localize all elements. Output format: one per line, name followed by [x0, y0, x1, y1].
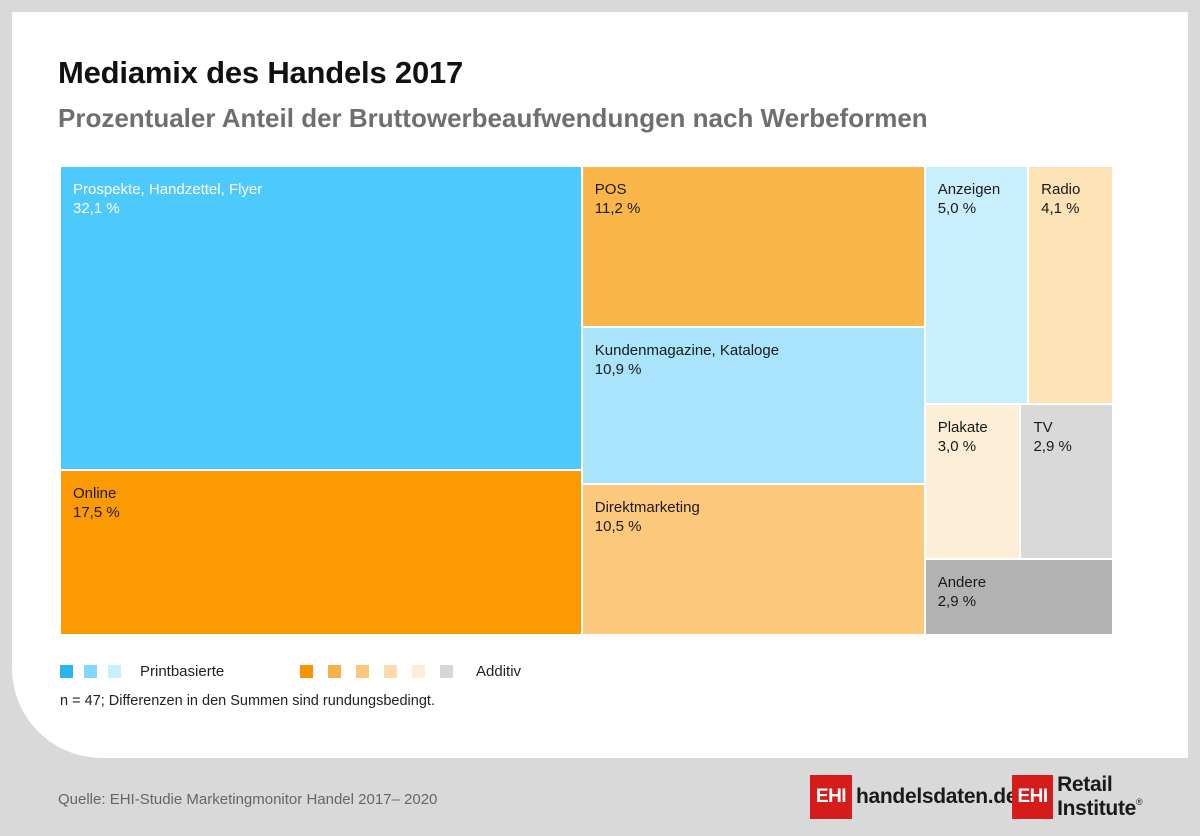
tile-value: 11,2 % — [594, 200, 641, 217]
legend-label-additiv: Additiv — [476, 663, 522, 680]
tile-label: Radio — [1041, 181, 1081, 198]
tile-value: 17,5 % — [73, 503, 120, 521]
source-text: Quelle: EHI-Studie Marketingmonitor Hand… — [58, 791, 438, 808]
tile-prospekte-handzettel-flyer: Prospekte, Handzettel, Flyer 32,1 % — [60, 166, 582, 470]
tile-andere: Andere 2,9 % — [924, 559, 1113, 635]
legend: Printbasierte Additiv — [60, 663, 660, 683]
chart-title: Mediamix des Handels 2017 — [58, 55, 464, 90]
tile-label: TV — [1033, 419, 1053, 437]
treemap: Prospekte, Handzettel, Flyer 32,1 % Online… — [60, 166, 1113, 635]
tile-tv: TV 2,9 % — [1020, 404, 1113, 559]
legend-swatch-additiv-1 — [300, 665, 313, 678]
legend-swatch-print-1 — [60, 665, 73, 678]
tile-label: Direktmarketing — [594, 498, 700, 516]
tile-label: Andere — [937, 574, 987, 592]
tile-online: Online 17,5 % — [60, 469, 582, 635]
retail-institute-text: Retail Institute — [1057, 773, 1137, 820]
tile-value: 2,9 % — [937, 593, 977, 611]
legend-swatch-additiv-3 — [356, 665, 369, 678]
tile-value: 2,9 % — [1033, 438, 1072, 456]
chart-subtitle: Prozentualer Anteil der Bruttowerbeaufwe… — [58, 103, 928, 133]
tile-value: 32,1 % — [73, 200, 120, 217]
legend-swatch-additiv-6 — [440, 665, 453, 678]
tile-label: POS — [594, 181, 627, 198]
tile-value: 10,9 % — [594, 361, 642, 379]
registered-mark: ® — [1136, 797, 1143, 807]
tile-value: 5,0 % — [937, 200, 977, 217]
legend-swatch-print-2 — [84, 665, 97, 678]
tile-pos: POS 11,2 % — [581, 166, 925, 328]
ehi-logo-mark: EHI — [1012, 775, 1054, 819]
ehi-logo-mark: EHI — [810, 775, 852, 819]
retail-institute-logo-text: Retail Institute® — [1057, 773, 1200, 821]
tile-label: Plakate — [937, 419, 988, 437]
handelsdaten-logo-text: handelsdaten.de — [856, 785, 1018, 808]
legend-swatch-additiv-5 — [412, 665, 425, 678]
handelsdaten-logo[interactable]: EHI handelsdaten.de — [810, 775, 1018, 819]
legend-swatch-additiv-4 — [384, 665, 397, 678]
tile-plakate: Plakate 3,0 % — [924, 404, 1021, 559]
tile-direktmarketing: Direktmarketing 10,5 % — [581, 483, 925, 635]
tile-label: Kundenmagazine, Kataloge — [594, 342, 780, 360]
footnote: n = 47; Differenzen in den Summen sind r… — [60, 693, 435, 709]
tile-value: 3,0 % — [937, 438, 977, 456]
tile-value: 10,5 % — [594, 517, 642, 535]
legend-swatch-additiv-2 — [328, 665, 341, 678]
tile-radio: Radio 4,1 % — [1028, 166, 1113, 405]
tile-value: 4,1 % — [1041, 200, 1080, 217]
tile-kundenmagazine-kataloge: Kundenmagazine, Kataloge 10,9 % — [581, 327, 925, 484]
tile-label: Anzeigen — [937, 181, 1001, 198]
tile-anzeigen: Anzeigen 5,0 % — [924, 166, 1029, 405]
legend-swatch-print-3 — [108, 665, 121, 678]
tile-label: Online — [73, 484, 117, 502]
tile-label: Prospekte, Handzettel, Flyer — [73, 181, 263, 198]
legend-label-print: Printbasierte — [140, 663, 225, 680]
ehi-retail-institute-logo[interactable]: EHI Retail Institute® — [1012, 773, 1200, 821]
